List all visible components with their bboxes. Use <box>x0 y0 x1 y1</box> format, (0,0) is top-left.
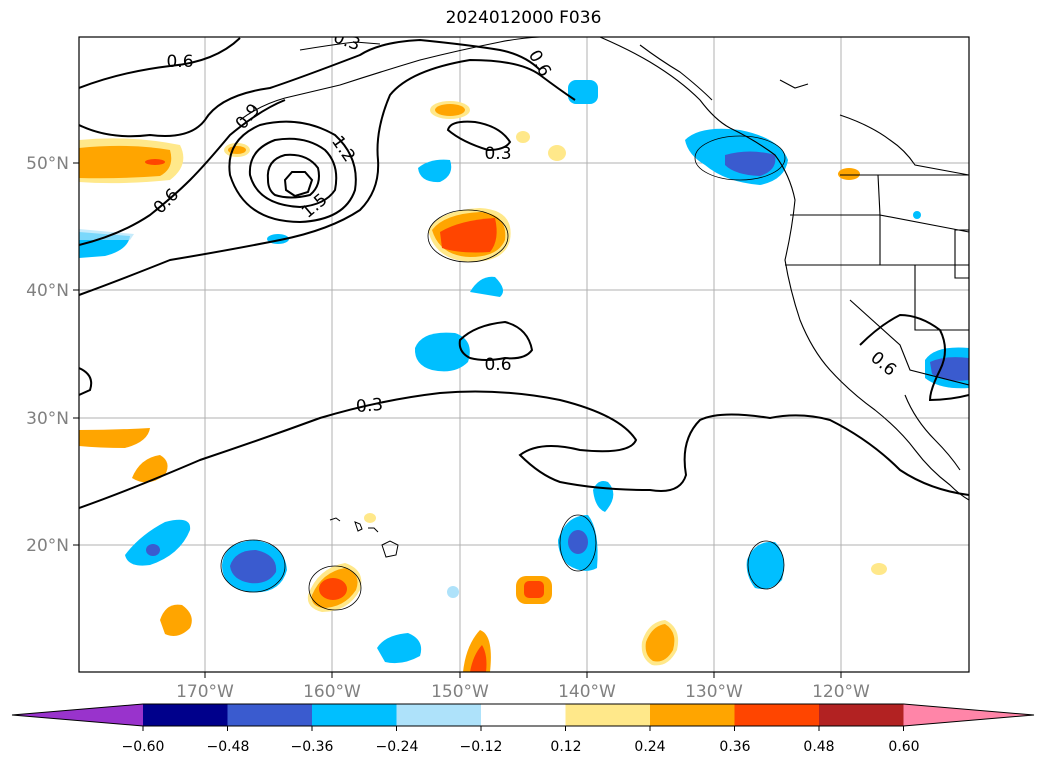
anomaly-fill <box>319 578 347 600</box>
colorbar-tick-label: −0.24 <box>376 739 419 755</box>
coastlines <box>239 37 969 501</box>
colorbar <box>11 703 1035 731</box>
anomaly-fill <box>913 211 921 219</box>
colorbar-tick-label: −0.48 <box>207 739 250 755</box>
contour-label: 0.3 <box>484 144 511 164</box>
colorbar-tick-label: −0.12 <box>460 739 503 755</box>
lon-label: 170°W <box>176 682 234 702</box>
colorbar-segment <box>819 704 904 726</box>
lat-label: 50°N <box>26 154 69 174</box>
colorbar-tick-label: 0.60 <box>888 739 919 755</box>
anomaly-fill <box>418 159 452 183</box>
anomaly-fill <box>79 229 134 240</box>
anomaly-fill <box>414 332 470 372</box>
colorbar-segment <box>227 704 313 726</box>
anomaly-fill <box>145 159 165 165</box>
anomaly-fill <box>132 455 168 483</box>
lon-label: 150°W <box>431 682 489 702</box>
anomaly-fill <box>645 624 675 662</box>
fill-outlines <box>220 135 786 611</box>
colorbar-segment <box>481 704 566 726</box>
anomaly-fill <box>364 513 376 523</box>
anomaly-fill <box>568 530 588 554</box>
anomaly-fill <box>930 357 969 381</box>
lat-label: 40°N <box>26 281 69 301</box>
axis-ticks <box>73 162 842 678</box>
colorbar-segment <box>650 704 735 726</box>
anomaly-fill <box>516 131 530 143</box>
colorbar-tick-label: 0.36 <box>719 739 750 755</box>
latitude-labels: 50°N 40°N 30°N 20°N <box>26 154 69 556</box>
lon-label: 120°W <box>812 682 870 702</box>
anomaly-fills <box>79 80 969 672</box>
contour-lines <box>79 37 969 509</box>
anomaly-fill <box>125 519 191 566</box>
anomaly-fill <box>568 80 598 104</box>
contour-label: 0.3 <box>355 395 384 417</box>
colorbar-tick-labels: −0.60 −0.48 −0.36 −0.24 −0.12 0.12 0.24 … <box>122 739 920 755</box>
colorbar-tick-label: 0.48 <box>803 739 834 755</box>
lon-label: 130°W <box>685 682 743 702</box>
anomaly-fill <box>440 218 497 253</box>
colorbar-tick-label: −0.60 <box>122 739 165 755</box>
anomaly-fill <box>230 550 277 584</box>
anomaly-fill <box>871 563 887 575</box>
anomaly-fill <box>838 168 860 180</box>
anomaly-fill <box>447 586 459 598</box>
lat-label: 30°N <box>26 409 69 429</box>
map-title: 2024012000 F036 <box>445 8 602 28</box>
colorbar-segment <box>565 704 651 726</box>
colorbar-segment <box>143 704 228 726</box>
anomaly-fill <box>79 145 172 179</box>
colorbar-tick-label: −0.36 <box>291 739 334 755</box>
anomaly-fill <box>146 544 160 556</box>
contour-label: 0.6 <box>166 52 193 72</box>
anomaly-fill <box>548 145 566 161</box>
anomaly-fill <box>746 541 784 589</box>
map-frame <box>78 36 970 673</box>
anomaly-fill <box>79 428 150 448</box>
colorbar-segment <box>396 704 482 726</box>
colorbar-extend-high <box>903 704 1034 726</box>
hawaii-islands <box>329 517 399 558</box>
lon-label: 160°W <box>303 682 361 702</box>
anomaly-fill <box>435 104 465 116</box>
colorbar-segment <box>312 704 397 726</box>
anomaly-fill <box>470 276 504 297</box>
anomaly-fill <box>377 633 422 664</box>
colorbar-tick-label: 0.12 <box>550 739 581 755</box>
anomaly-fill <box>470 645 487 672</box>
lon-label: 140°W <box>558 682 616 702</box>
colorbar-segment <box>734 704 820 726</box>
anomaly-fill <box>160 604 192 636</box>
anomaly-fill <box>725 151 776 176</box>
lat-label: 20°N <box>26 536 69 556</box>
longitude-labels: 170°W 160°W 150°W 140°W 130°W 120°W <box>176 682 870 702</box>
anomaly-fill <box>524 581 544 598</box>
colorbar-extend-low <box>12 704 143 726</box>
colorbar-tick-label: 0.24 <box>634 739 665 755</box>
contour-label: 0.6 <box>484 355 511 375</box>
